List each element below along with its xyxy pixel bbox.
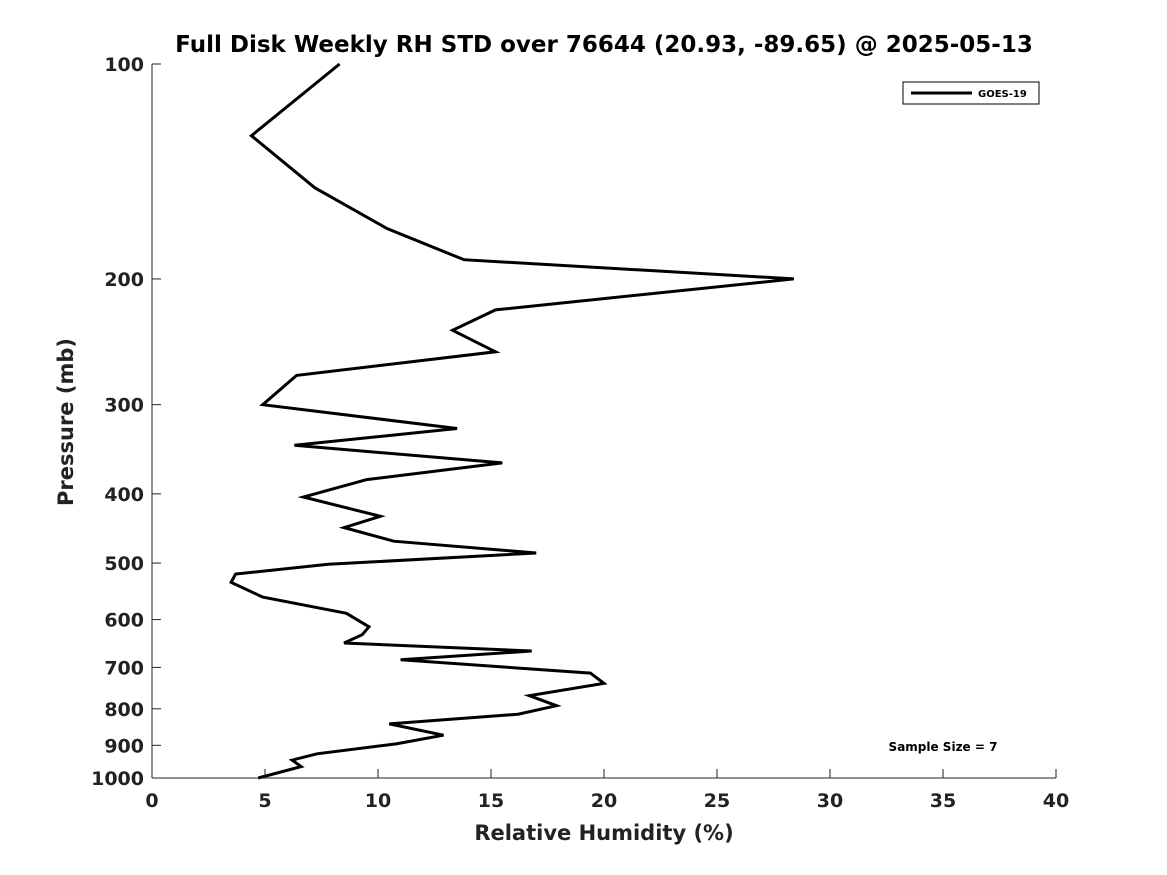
x-tick-label: 40 xyxy=(1043,790,1069,812)
sample-size-annotation: Sample Size = 7 xyxy=(889,740,998,754)
y-tick-label: 600 xyxy=(104,610,144,632)
y-axis-label: Pressure (mb) xyxy=(54,338,78,506)
x-tick-label: 0 xyxy=(145,790,158,812)
y-tick-label: 1000 xyxy=(91,768,144,790)
y-tick-label: 900 xyxy=(104,735,144,757)
x-axis-label: Relative Humidity (%) xyxy=(474,821,733,845)
legend: GOES-19 xyxy=(902,81,1040,105)
legend-label-goes-19: GOES-19 xyxy=(978,89,1027,100)
x-tick-label: 35 xyxy=(930,790,956,812)
x-tick-label: 30 xyxy=(817,790,843,812)
y-tick-label: 700 xyxy=(104,657,144,679)
x-tick-label: 20 xyxy=(591,790,617,812)
chart-title: Full Disk Weekly RH STD over 76644 (20.9… xyxy=(175,32,1033,58)
x-axis: 0 5 10 15 20 25 30 35 40 xyxy=(145,769,1069,812)
x-tick-label: 15 xyxy=(478,790,504,812)
y-axis: 100 200 300 400 500 600 700 800 900 1000 xyxy=(91,54,161,790)
y-tick-label: 200 xyxy=(104,269,144,291)
y-tick-label: 400 xyxy=(104,484,144,506)
y-tick-label: 800 xyxy=(104,699,144,721)
x-tick-label: 10 xyxy=(365,790,391,812)
x-tick-label: 25 xyxy=(704,790,730,812)
y-tick-label: 500 xyxy=(104,553,144,575)
series-line-goes-19 xyxy=(229,62,794,780)
x-tick-label: 5 xyxy=(258,790,271,812)
y-tick-label: 100 xyxy=(104,54,144,76)
y-tick-label: 300 xyxy=(104,395,144,417)
